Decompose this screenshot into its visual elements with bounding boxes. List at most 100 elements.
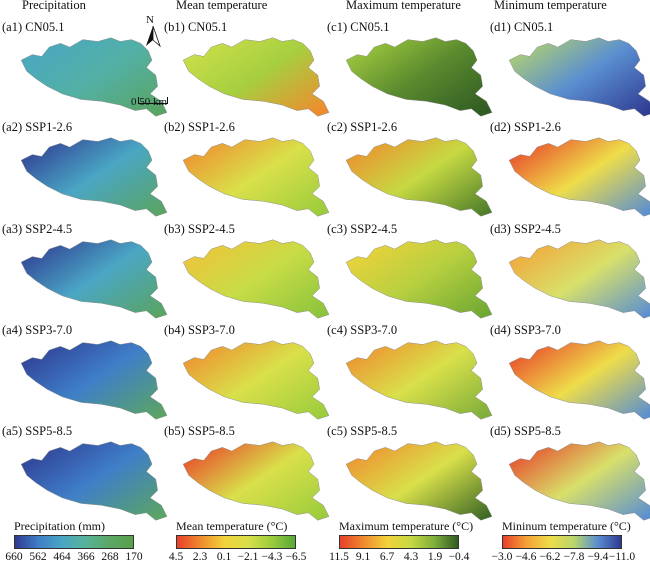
colorbar-tick-b: −4.3 [261, 551, 283, 563]
colorbar-title-a: Precipitation (mm) [14, 519, 105, 533]
map-d4 [508, 340, 650, 420]
map-a5 [20, 441, 168, 521]
region-shape [20, 441, 168, 521]
panel-label-b2: (b2) SSP1-2.6 [164, 120, 235, 134]
panel-label-c3: (c3) SSP2-4.5 [327, 222, 398, 236]
map-a3 [20, 239, 168, 319]
region-shape [508, 137, 650, 217]
map-b5 [182, 441, 330, 521]
map-a1 [20, 37, 168, 117]
colorbar-d [502, 535, 622, 549]
colorbar-tick-d: −7.8 [563, 551, 585, 563]
colorbar-tick-d: −6.2 [539, 551, 561, 563]
column-title-b: Mean temperature [176, 0, 268, 12]
colorbar-tick-c: 4.3 [403, 551, 419, 563]
colorbar-a [14, 535, 134, 549]
region-shape [345, 340, 493, 420]
map-d2 [508, 137, 650, 217]
colorbar-tick-c: 9.1 [355, 551, 371, 563]
map-c3 [345, 239, 493, 319]
colorbar-tick-b: 0.1 [216, 551, 232, 563]
map-d1 [508, 37, 650, 117]
colorbar-tick-b: 4.5 [168, 551, 184, 563]
panel-label-a2: (a2) SSP1-2.6 [2, 120, 73, 134]
colorbar-tick-a: 268 [101, 551, 119, 563]
panel-label-b1: (b1) CN05.1 [164, 20, 228, 34]
panel-label-c4: (c4) SSP3-7.0 [327, 323, 398, 337]
region-shape [20, 239, 168, 319]
region-shape [182, 441, 330, 521]
map-a4 [20, 340, 168, 420]
map-c1 [345, 37, 493, 117]
region-shape [182, 239, 330, 319]
panel-label-a5: (a5) SSP5-8.5 [2, 424, 73, 438]
panel-label-d3: (d3) SSP2-4.5 [490, 222, 561, 236]
panel-label-c5: (c5) SSP5-8.5 [327, 424, 398, 438]
region-shape [182, 340, 330, 420]
colorbar-tick-d: −3.0 [491, 551, 513, 563]
colorbar-tick-c: 6.7 [379, 551, 395, 563]
map-d5 [508, 441, 650, 521]
panel-label-d4: (d4) SSP3-7.0 [490, 323, 561, 337]
column-title-a: Precipitation [22, 0, 86, 12]
north-arrow-label: N [146, 14, 154, 26]
region-shape [182, 137, 330, 217]
colorbar-tick-a: 464 [53, 551, 71, 563]
panel-label-a4: (a4) SSP3-7.0 [2, 323, 73, 337]
colorbar-tick-a: 170 [125, 551, 143, 563]
colorbar-tick-d: −11.0 [608, 551, 636, 563]
region-shape [20, 340, 168, 420]
map-d3 [508, 239, 650, 319]
colorbar-title-d: Mininum temperature (°C) [502, 519, 631, 533]
column-title-c: Maximum temperature [346, 0, 461, 12]
colorbar-tick-a: 366 [77, 551, 95, 563]
column-title-d: Minimum temperature [494, 0, 607, 12]
region-shape [20, 137, 168, 217]
colorbar-tick-d: −9.4 [587, 551, 609, 563]
panel-label-a1: (a1) CN05.1 [2, 20, 65, 34]
panel-label-d1: (d1) CN05.1 [490, 20, 554, 34]
region-shape [345, 137, 493, 217]
map-b3 [182, 239, 330, 319]
region-shape [508, 37, 650, 117]
colorbar-tick-a: 660 [5, 551, 23, 563]
map-b1 [182, 37, 330, 117]
colorbar-c [339, 535, 459, 549]
map-a2 [20, 137, 168, 217]
colorbar-tick-b: −6.5 [285, 551, 307, 563]
panel-label-a3: (a3) SSP2-4.5 [2, 222, 73, 236]
map-b2 [182, 137, 330, 217]
panel-label-d5: (d5) SSP5-8.5 [490, 424, 561, 438]
north-arrow-icon [146, 25, 161, 48]
scale-bar [138, 97, 168, 104]
panel-label-b3: (b3) SSP2-4.5 [164, 222, 235, 236]
panel-label-c1: (c1) CN05.1 [327, 20, 390, 34]
region-shape [345, 239, 493, 319]
map-b4 [182, 340, 330, 420]
colorbar-tick-a: 562 [29, 551, 47, 563]
panel-label-c2: (c2) SSP1-2.6 [327, 120, 398, 134]
colorbar-tick-d: −4.6 [515, 551, 537, 563]
region-shape [508, 239, 650, 319]
colorbar-tick-c: 11.5 [329, 551, 349, 563]
region-shape [508, 441, 650, 521]
scale-bar-label: 0 50 km [131, 96, 168, 108]
region-shape [345, 441, 493, 521]
colorbar-title-c: Maximum temperature (°C) [339, 519, 474, 533]
panel-label-b4: (b4) SSP3-7.0 [164, 323, 235, 337]
colorbar-tick-b: −2.1 [237, 551, 259, 563]
region-shape [20, 37, 168, 117]
map-c4 [345, 340, 493, 420]
map-c2 [345, 137, 493, 217]
region-shape [508, 340, 650, 420]
panel-label-d2: (d2) SSP1-2.6 [490, 120, 561, 134]
colorbar-tick-b: 2.3 [192, 551, 208, 563]
colorbar-tick-c: 1.9 [427, 551, 443, 563]
colorbar-b [176, 535, 296, 549]
map-c5 [345, 441, 493, 521]
colorbar-title-b: Mean temperature (°C) [176, 519, 288, 533]
region-shape [182, 37, 330, 117]
panel-label-b5: (b5) SSP5-8.5 [164, 424, 235, 438]
colorbar-tick-c: −0.4 [448, 551, 470, 563]
region-shape [345, 37, 493, 117]
